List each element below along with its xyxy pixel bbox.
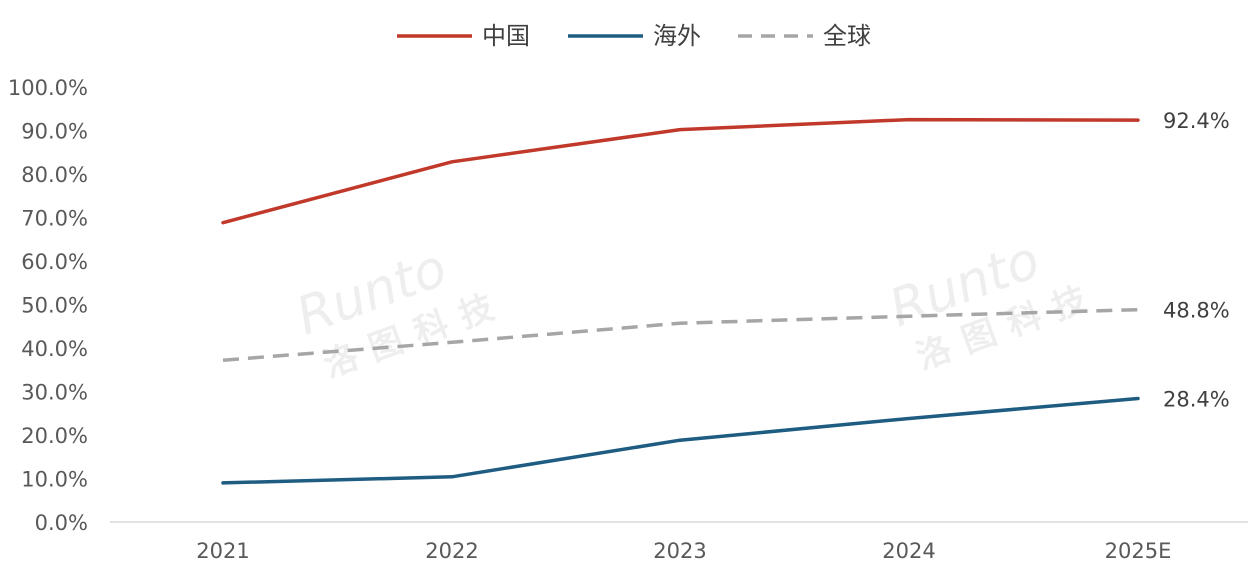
series-end-label: 92.4% — [1163, 109, 1230, 133]
y-axis: 0.0% 10.0% 20.0% 30.0% 40.0% 50.0% 60.0% 70.0% 8… — [8, 76, 88, 535]
y-tick-label: 100.0% — [8, 76, 88, 100]
series-line — [222, 307, 1139, 362]
y-tick-label: 60.0% — [21, 250, 88, 274]
series-end-label: 48.8% — [1163, 299, 1230, 323]
series-end-label: 28.4% — [1163, 387, 1230, 411]
series-lines — [221, 117, 1140, 485]
legend: 中国 海外 全球 — [397, 22, 871, 50]
y-tick-label: 70.0% — [21, 207, 88, 231]
y-tick-label: 0.0% — [35, 511, 88, 535]
x-tick-label: 2023 — [653, 539, 706, 563]
x-axis: 2021 2022 2023 2024 2025E — [196, 539, 1171, 563]
x-tick-label: 2022 — [425, 539, 478, 563]
y-tick-label: 90.0% — [21, 120, 88, 144]
series-line — [221, 117, 1140, 225]
legend-label: 中国 — [482, 22, 530, 50]
y-tick-label: 10.0% — [21, 468, 88, 492]
y-tick-label: 30.0% — [21, 381, 88, 405]
x-tick-label: 2025E — [1105, 539, 1172, 563]
legend-label: 海外 — [653, 22, 701, 50]
legend-label: 全球 — [823, 22, 871, 50]
x-tick-label: 2024 — [882, 539, 935, 563]
y-tick-label: 80.0% — [21, 163, 88, 187]
series-line — [221, 396, 1140, 485]
y-tick-label: 50.0% — [21, 294, 88, 318]
x-tick-label: 2021 — [196, 539, 249, 563]
y-tick-label: 40.0% — [21, 337, 88, 361]
end-labels: 92.4% 28.4% 48.8% — [1163, 109, 1230, 411]
y-tick-label: 20.0% — [21, 424, 88, 448]
